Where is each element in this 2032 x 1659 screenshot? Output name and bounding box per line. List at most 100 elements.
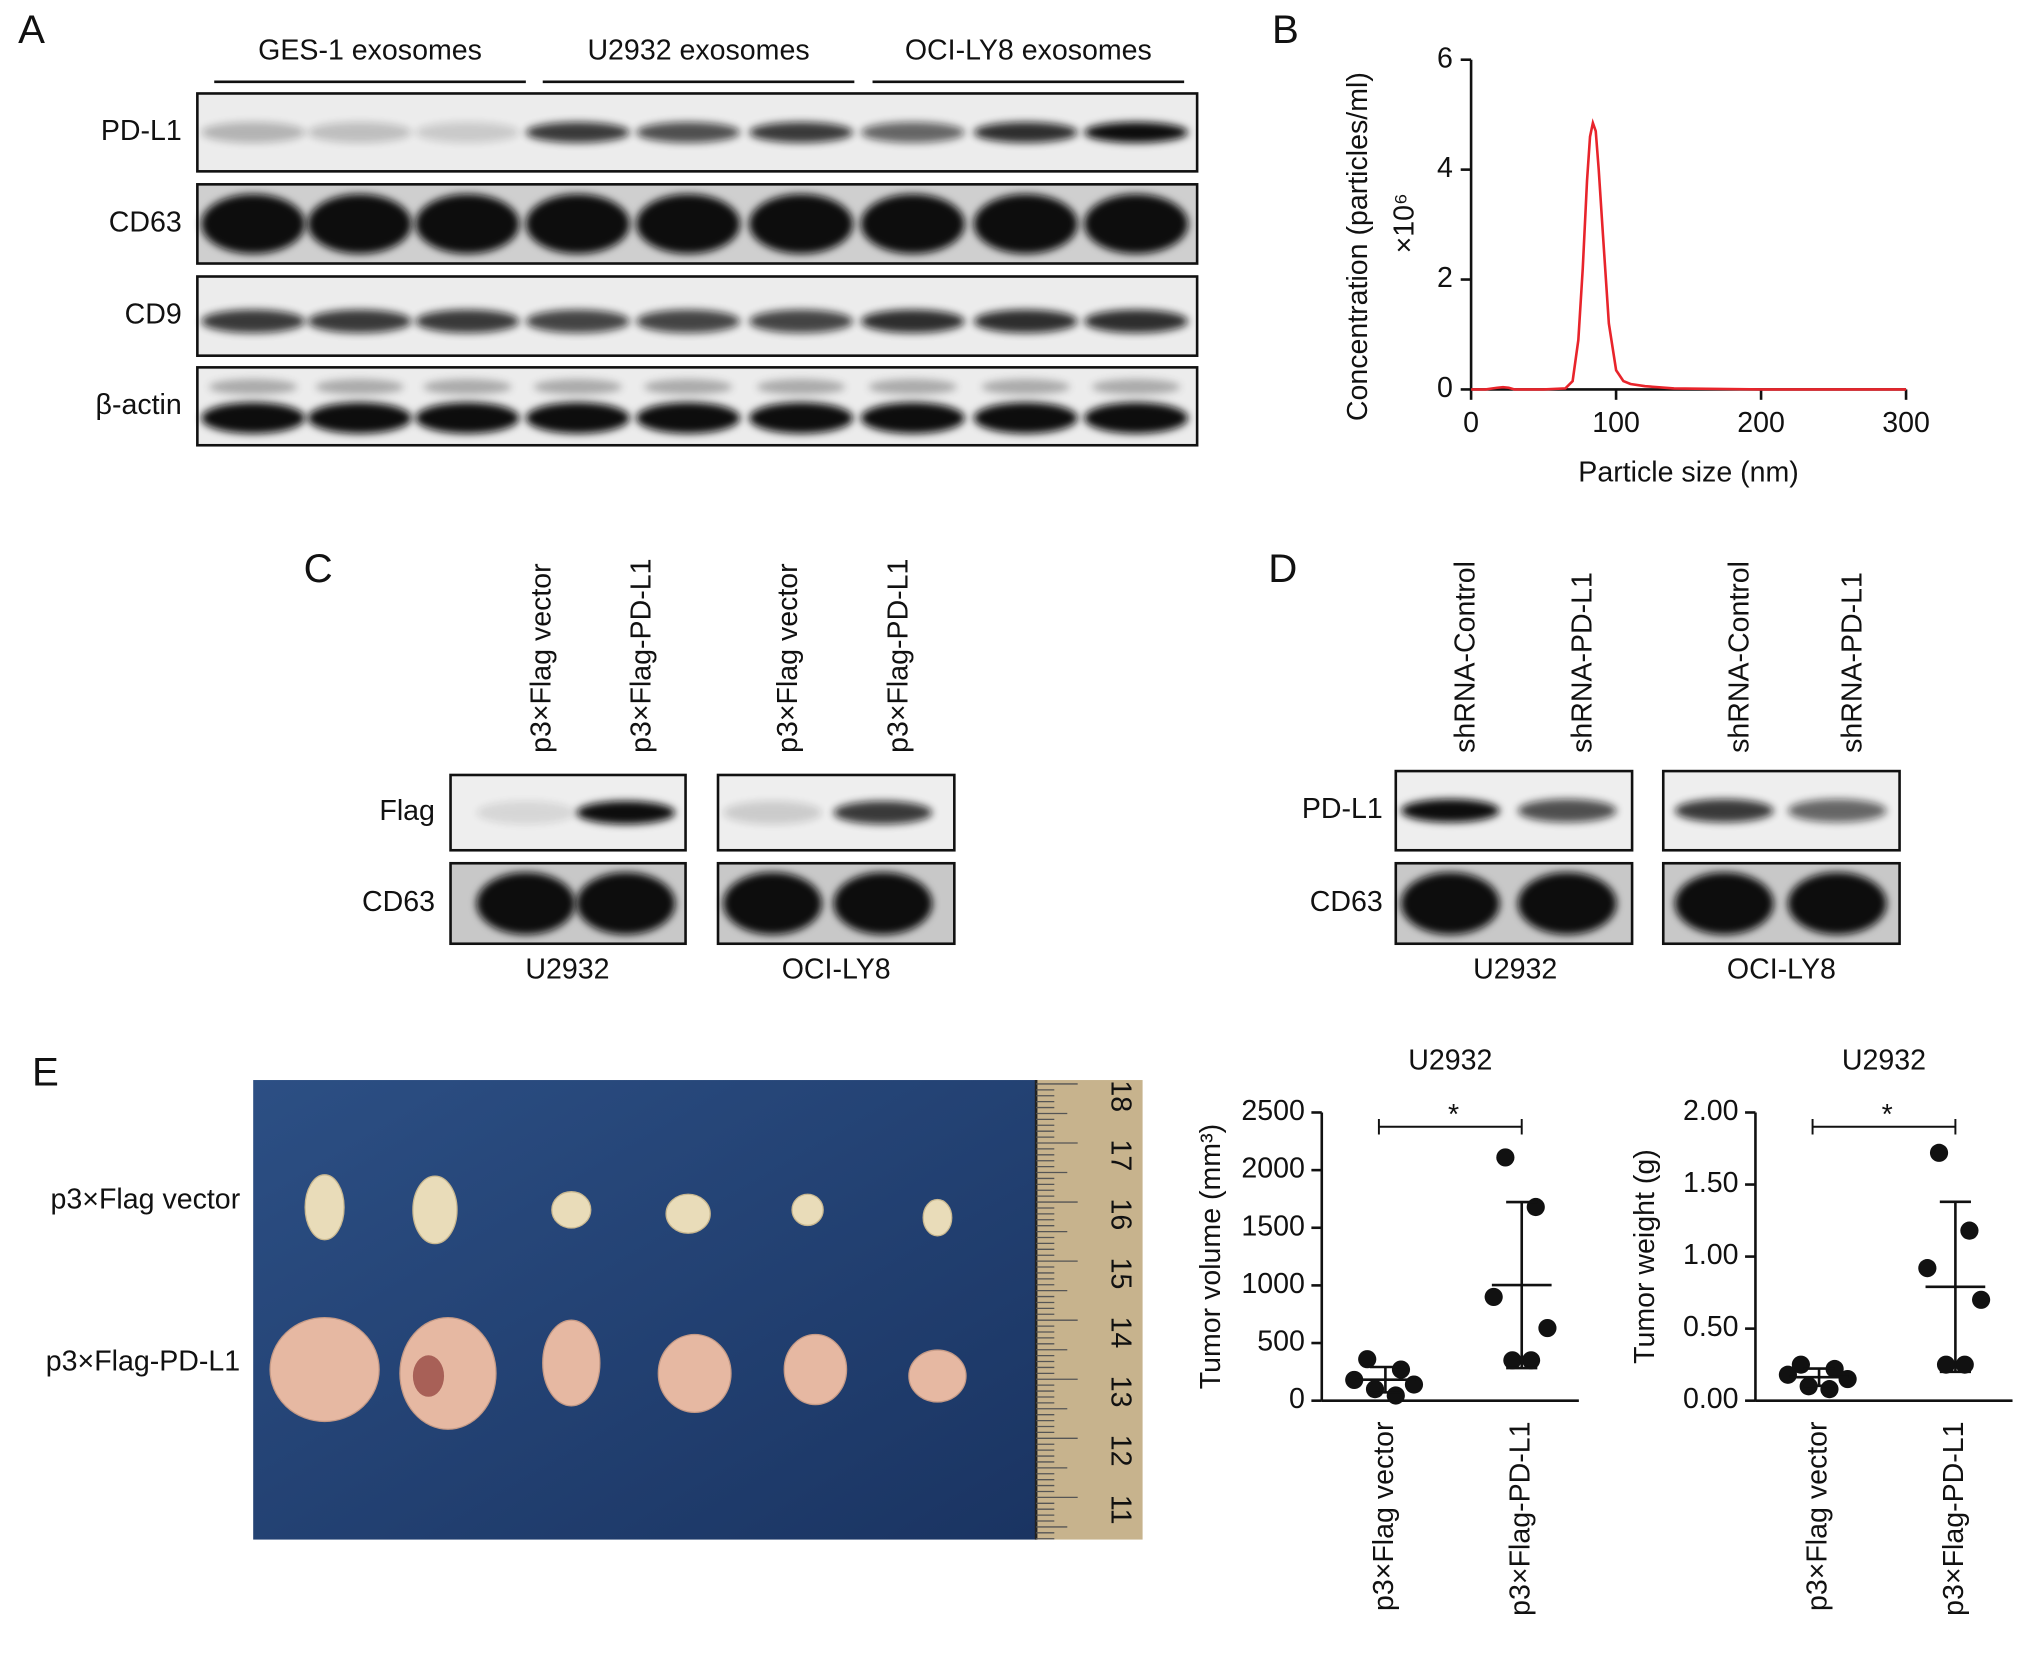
blot-band bbox=[201, 122, 306, 143]
tumor bbox=[551, 1191, 592, 1229]
ruler-number: 12 bbox=[1105, 1435, 1137, 1467]
error-bar bbox=[1506, 1200, 1538, 1370]
y-axis-label: Tumor volume (mm³) bbox=[1195, 1124, 1227, 1389]
row-label: β-actin bbox=[96, 389, 182, 421]
tumor bbox=[399, 1316, 497, 1430]
y-axis-label: Tumor weight (g) bbox=[1629, 1149, 1661, 1364]
row-label: PD-L1 bbox=[1302, 793, 1383, 825]
lane-label: shRNA-Control bbox=[1450, 561, 1482, 753]
blot-band bbox=[201, 402, 306, 434]
data-point bbox=[1820, 1380, 1839, 1399]
blot-band bbox=[860, 122, 965, 143]
data-point bbox=[1929, 1143, 1949, 1162]
tumor bbox=[657, 1333, 732, 1414]
data-point bbox=[1936, 1355, 1956, 1374]
y-tick-label: 2 bbox=[1437, 262, 1453, 294]
data-point bbox=[1538, 1318, 1557, 1338]
x-tick-label: 100 bbox=[1592, 407, 1640, 439]
tumor bbox=[908, 1349, 967, 1403]
blot-band bbox=[973, 194, 1078, 254]
blot-band bbox=[868, 379, 957, 395]
y-tick-label: 6 bbox=[1437, 42, 1453, 74]
ruler-number: 16 bbox=[1105, 1199, 1137, 1231]
row-label: CD63 bbox=[1310, 886, 1383, 918]
blot-band bbox=[576, 872, 676, 935]
group-header: OCI-LY8 exosomes bbox=[905, 34, 1152, 66]
row-label: p3×Flag vector bbox=[51, 1183, 241, 1215]
y-tick-label: 0.00 bbox=[1683, 1383, 1739, 1415]
blot-band bbox=[749, 122, 854, 143]
cell-label: OCI-LY8 bbox=[1727, 954, 1836, 986]
data-point bbox=[1526, 1197, 1545, 1217]
row-label: CD9 bbox=[125, 299, 182, 331]
y-tick-label: 500 bbox=[1257, 1326, 1305, 1358]
data-point bbox=[1503, 1351, 1522, 1370]
x-tick-label: 0 bbox=[1463, 407, 1479, 439]
y-scale-label: ×10⁶ bbox=[1389, 193, 1421, 253]
blot-band bbox=[749, 309, 854, 333]
row-label: p3×Flag-PD-L1 bbox=[46, 1346, 240, 1378]
error-bar bbox=[1803, 1367, 1835, 1388]
blot-band bbox=[1517, 872, 1617, 935]
blot-band bbox=[533, 379, 622, 395]
data-point bbox=[1404, 1375, 1424, 1394]
cell-label: U2932 bbox=[525, 954, 609, 986]
blot-band bbox=[307, 402, 412, 434]
blot-band bbox=[476, 872, 576, 935]
row-label: CD63 bbox=[109, 206, 182, 238]
lane-label: shRNA-PD-L1 bbox=[1837, 572, 1869, 753]
lane-label: shRNA-PD-L1 bbox=[1567, 572, 1599, 753]
blot-band bbox=[860, 194, 965, 254]
significance-bracket bbox=[1811, 1118, 1957, 1135]
blot-band bbox=[833, 872, 933, 935]
group-header: U2932 exosomes bbox=[587, 34, 809, 66]
blot-band bbox=[749, 402, 854, 434]
y-tick-label: 0 bbox=[1289, 1383, 1305, 1415]
cell-label: U2932 bbox=[1473, 954, 1557, 986]
y-tick-label: 0.50 bbox=[1683, 1311, 1739, 1343]
y-tick-label: 4 bbox=[1437, 152, 1453, 184]
blot-band bbox=[1084, 122, 1189, 143]
chart-title: U2932 bbox=[1842, 1044, 1926, 1076]
blot-band bbox=[973, 402, 1078, 434]
blot-band bbox=[576, 800, 676, 825]
ruler-number: 15 bbox=[1105, 1258, 1137, 1290]
blot-band bbox=[636, 402, 741, 434]
blot-band bbox=[1084, 194, 1189, 254]
data-point bbox=[1972, 1290, 1991, 1309]
tumor bbox=[269, 1316, 380, 1423]
blot-band bbox=[1084, 309, 1189, 333]
blot-band bbox=[307, 194, 412, 254]
significance-mark: * bbox=[1882, 1099, 1893, 1131]
row-label: Flag bbox=[379, 795, 435, 827]
tumor bbox=[922, 1198, 953, 1237]
x-tick-label: 200 bbox=[1737, 407, 1785, 439]
blot-band bbox=[981, 379, 1070, 395]
blot-band bbox=[315, 379, 404, 395]
significance-mark: * bbox=[1448, 1099, 1459, 1131]
y-tick-label: 1500 bbox=[1241, 1210, 1305, 1242]
blot-band bbox=[201, 309, 306, 333]
blot-band bbox=[756, 379, 846, 395]
blot-band bbox=[973, 309, 1078, 333]
blot-band bbox=[1787, 798, 1887, 823]
data-point bbox=[1496, 1148, 1515, 1167]
data-point bbox=[1358, 1350, 1377, 1369]
tumor bbox=[791, 1193, 824, 1227]
blot-band bbox=[973, 122, 1078, 143]
error-bar bbox=[1939, 1200, 1971, 1374]
y-axis-label: Concentration (particles/ml) bbox=[1342, 72, 1374, 421]
data-point bbox=[1365, 1380, 1385, 1399]
ruler-number: 18 bbox=[1105, 1080, 1137, 1112]
x-tick-label: p3×Flag-PD-L1 bbox=[1504, 1421, 1536, 1615]
blot-band bbox=[860, 402, 965, 434]
blot-band bbox=[307, 309, 412, 333]
data-point bbox=[1960, 1221, 1979, 1240]
y-tick-label: 0 bbox=[1437, 372, 1453, 404]
data-line bbox=[1471, 118, 1907, 391]
tumor bbox=[412, 1175, 458, 1245]
y-tick-label: 2000 bbox=[1241, 1153, 1305, 1185]
